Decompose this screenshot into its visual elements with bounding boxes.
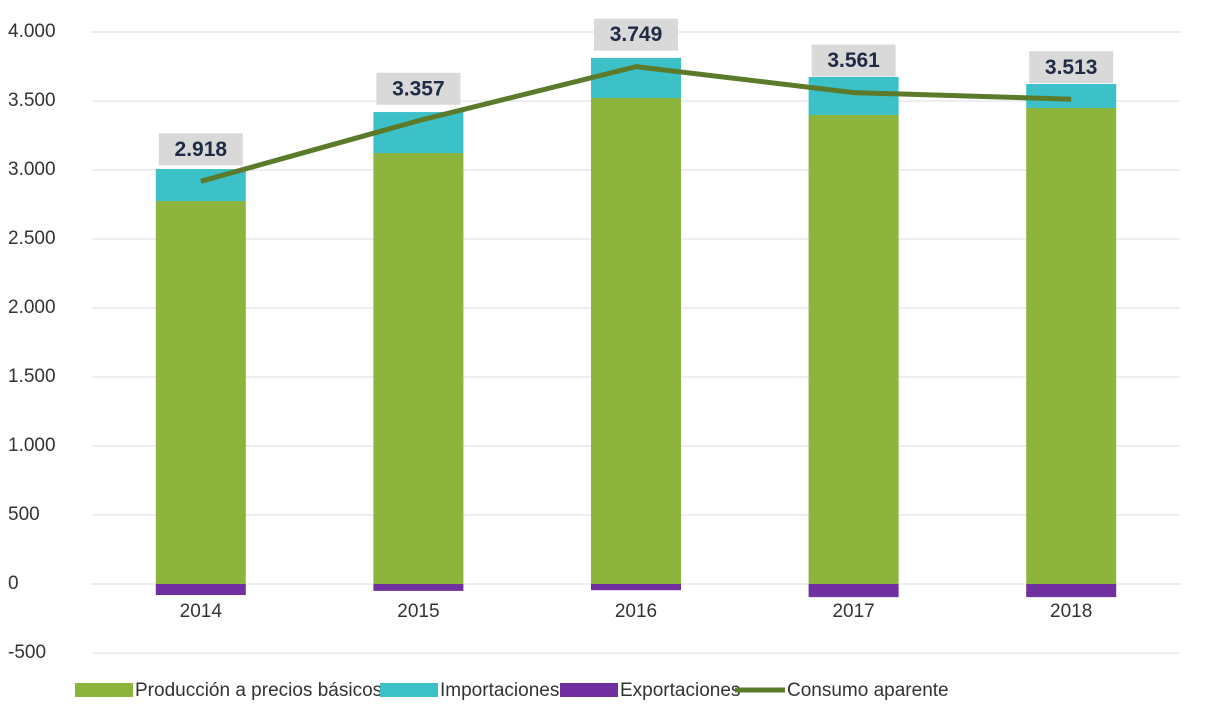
- value-label: 3.357: [392, 77, 445, 100]
- bar: [591, 584, 681, 591]
- legend-swatch: [75, 683, 133, 697]
- value-label-bg: [811, 44, 896, 77]
- bar: [591, 57, 681, 98]
- y-tick-label: 2.000: [8, 297, 56, 318]
- x-tick-label: 2017: [832, 601, 874, 622]
- bar: [155, 201, 246, 585]
- legend-label: Importaciones: [440, 680, 559, 701]
- y-tick-label: 500: [8, 504, 40, 525]
- y-tick-label: 1.000: [8, 435, 56, 456]
- value-label: 3.561: [827, 49, 880, 72]
- legend-label: Producción a precios básicos: [135, 680, 382, 701]
- x-tick-label: 2018: [1050, 601, 1092, 622]
- y-tick-label: 2.500: [8, 228, 56, 249]
- bar: [591, 97, 681, 585]
- value-label-bg: [158, 133, 243, 166]
- y-tick-label: 0: [8, 573, 19, 594]
- legend-label: Exportaciones: [620, 680, 740, 701]
- value-label: 3.749: [610, 23, 663, 46]
- value-label-bg: [376, 72, 461, 105]
- x-tick-label: 2016: [615, 601, 657, 622]
- value-label-bg: [1029, 51, 1114, 84]
- legend-label: Consumo aparente: [787, 680, 949, 701]
- bar: [808, 114, 899, 585]
- bar: [1026, 584, 1117, 598]
- bar: [373, 584, 464, 591]
- y-tick-label: 1.500: [8, 366, 56, 387]
- y-tick-label: 4.000: [8, 21, 56, 42]
- value-label: 3.513: [1045, 56, 1098, 79]
- y-tick-label: -500: [8, 642, 46, 663]
- bar: [808, 584, 899, 598]
- legend-swatch: [560, 683, 618, 697]
- line: [200, 64, 1072, 184]
- bar: [155, 584, 246, 596]
- y-tick-label: 3.500: [8, 90, 56, 111]
- x-tick-label: 2014: [180, 601, 223, 622]
- bar: [1026, 108, 1117, 585]
- value-label: 2.918: [175, 138, 228, 161]
- legend-swatch: [380, 683, 438, 697]
- y-tick-label: 3.000: [8, 159, 56, 180]
- x-tick-label: 2015: [397, 601, 439, 622]
- value-label-bg: [594, 18, 678, 51]
- bar: [373, 153, 464, 584]
